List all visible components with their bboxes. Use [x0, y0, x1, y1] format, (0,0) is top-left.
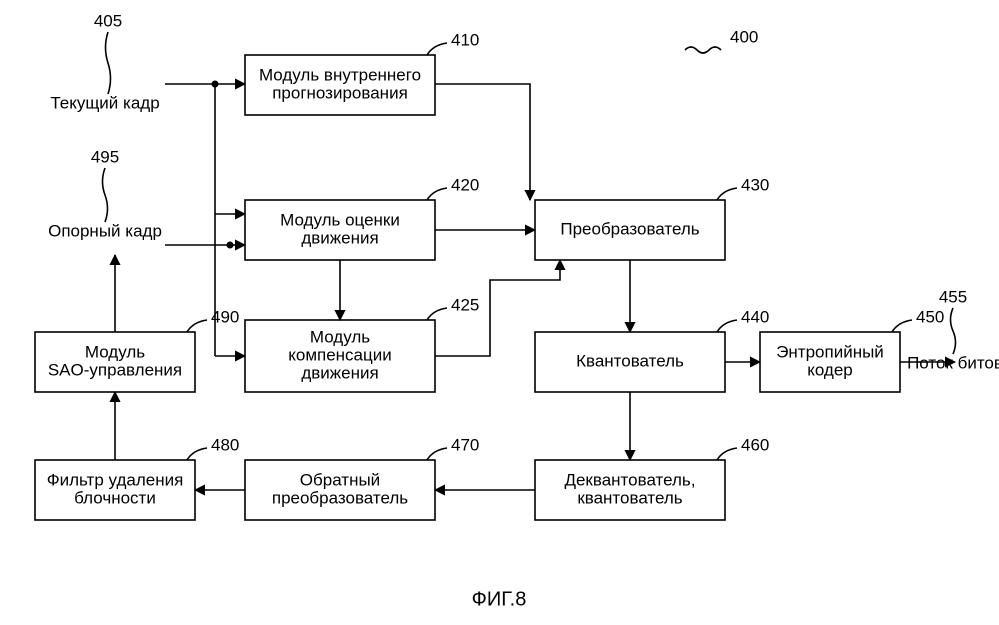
block-me-line0: Модуль оценки [280, 210, 400, 229]
block-intra: Модуль внутреннегопрогнозирования 410 [245, 30, 479, 115]
block-xform: Преобразователь 430 [535, 175, 769, 260]
diagram-ref-num: 400 [730, 27, 758, 46]
block-ixform: Обратныйпреобразователь 470 [245, 435, 479, 520]
block-deblk-ref: 480 [211, 435, 239, 454]
block-sao: МодульSAO-управления490 [35, 307, 239, 392]
block-ixform-ref: 470 [451, 435, 479, 454]
block-ent-ref: 450 [916, 307, 944, 326]
figure-label: ФИГ.8 [472, 588, 527, 610]
block-me-ref: 420 [451, 175, 479, 194]
block-mc-line1: компенсации [288, 345, 392, 364]
svg-text:Поток битов: Поток битов [907, 353, 999, 372]
block-deq-ref: 460 [741, 435, 769, 454]
svg-text:405: 405 [94, 11, 122, 30]
block-ent-line1: кодер [807, 360, 853, 379]
svg-text:Опорный кадр: Опорный кадр [48, 221, 162, 240]
block-intra-line0: Модуль внутреннего [259, 65, 421, 84]
block-deblk-line1: блочности [74, 488, 156, 507]
block-mc: Модулькомпенсациидвижения 425 [245, 295, 479, 392]
block-quant-ref: 440 [741, 307, 769, 326]
block-sao-line0: Модуль [85, 342, 145, 361]
block-ixform-line0: Обратный [300, 470, 380, 489]
block-boxes: Модуль внутреннегопрогнозирования410Моду… [35, 30, 944, 520]
block-xform-ref: 430 [741, 175, 769, 194]
block-deq-line1: квантователь [577, 488, 682, 507]
block-me: Модуль оценкидвижения 420 [245, 175, 479, 260]
block-mc-line0: Модуль [310, 327, 370, 346]
block-me-line1: движения [301, 228, 378, 247]
block-mc-line2: движения [301, 363, 378, 382]
block-edges [115, 81, 955, 491]
label-current-frame: Текущий кадр 405 [50, 11, 159, 112]
block-mc-ref: 425 [451, 295, 479, 314]
block-deblk-line0: Фильтр удаления [47, 470, 184, 489]
block-intra-line1: прогнозирования [272, 83, 408, 102]
svg-text:Текущий кадр: Текущий кадр [50, 93, 159, 112]
block-ixform-line1: преобразователь [272, 488, 408, 507]
block-deblk: Фильтр удаленияблочности 480 [35, 435, 239, 520]
block-quant: Квантователь 440 [535, 307, 769, 392]
io-labels: Текущий кадр 405 Опорный кадр 495 Поток бито… [48, 11, 999, 372]
block-xform-line0: Преобразователь [560, 219, 699, 238]
block-quant-line0: Квантователь [576, 351, 684, 370]
label-bitstream: Поток битов 455 [907, 287, 999, 372]
label-reference-frame: Опорный кадр 495 [48, 147, 162, 240]
block-intra-ref: 410 [451, 30, 479, 49]
block-sao-line1: SAO-управления [48, 360, 182, 379]
block-deq: Деквантователь,квантователь 460 [535, 435, 769, 520]
block-deq-line0: Деквантователь, [564, 470, 695, 489]
block-ent-line0: Энтропийный [776, 342, 884, 361]
block-ent: Энтропийныйкодер 450 [760, 307, 944, 392]
svg-text:495: 495 [91, 147, 119, 166]
diagram-ref: 400 [685, 27, 758, 53]
svg-text:455: 455 [939, 287, 967, 306]
